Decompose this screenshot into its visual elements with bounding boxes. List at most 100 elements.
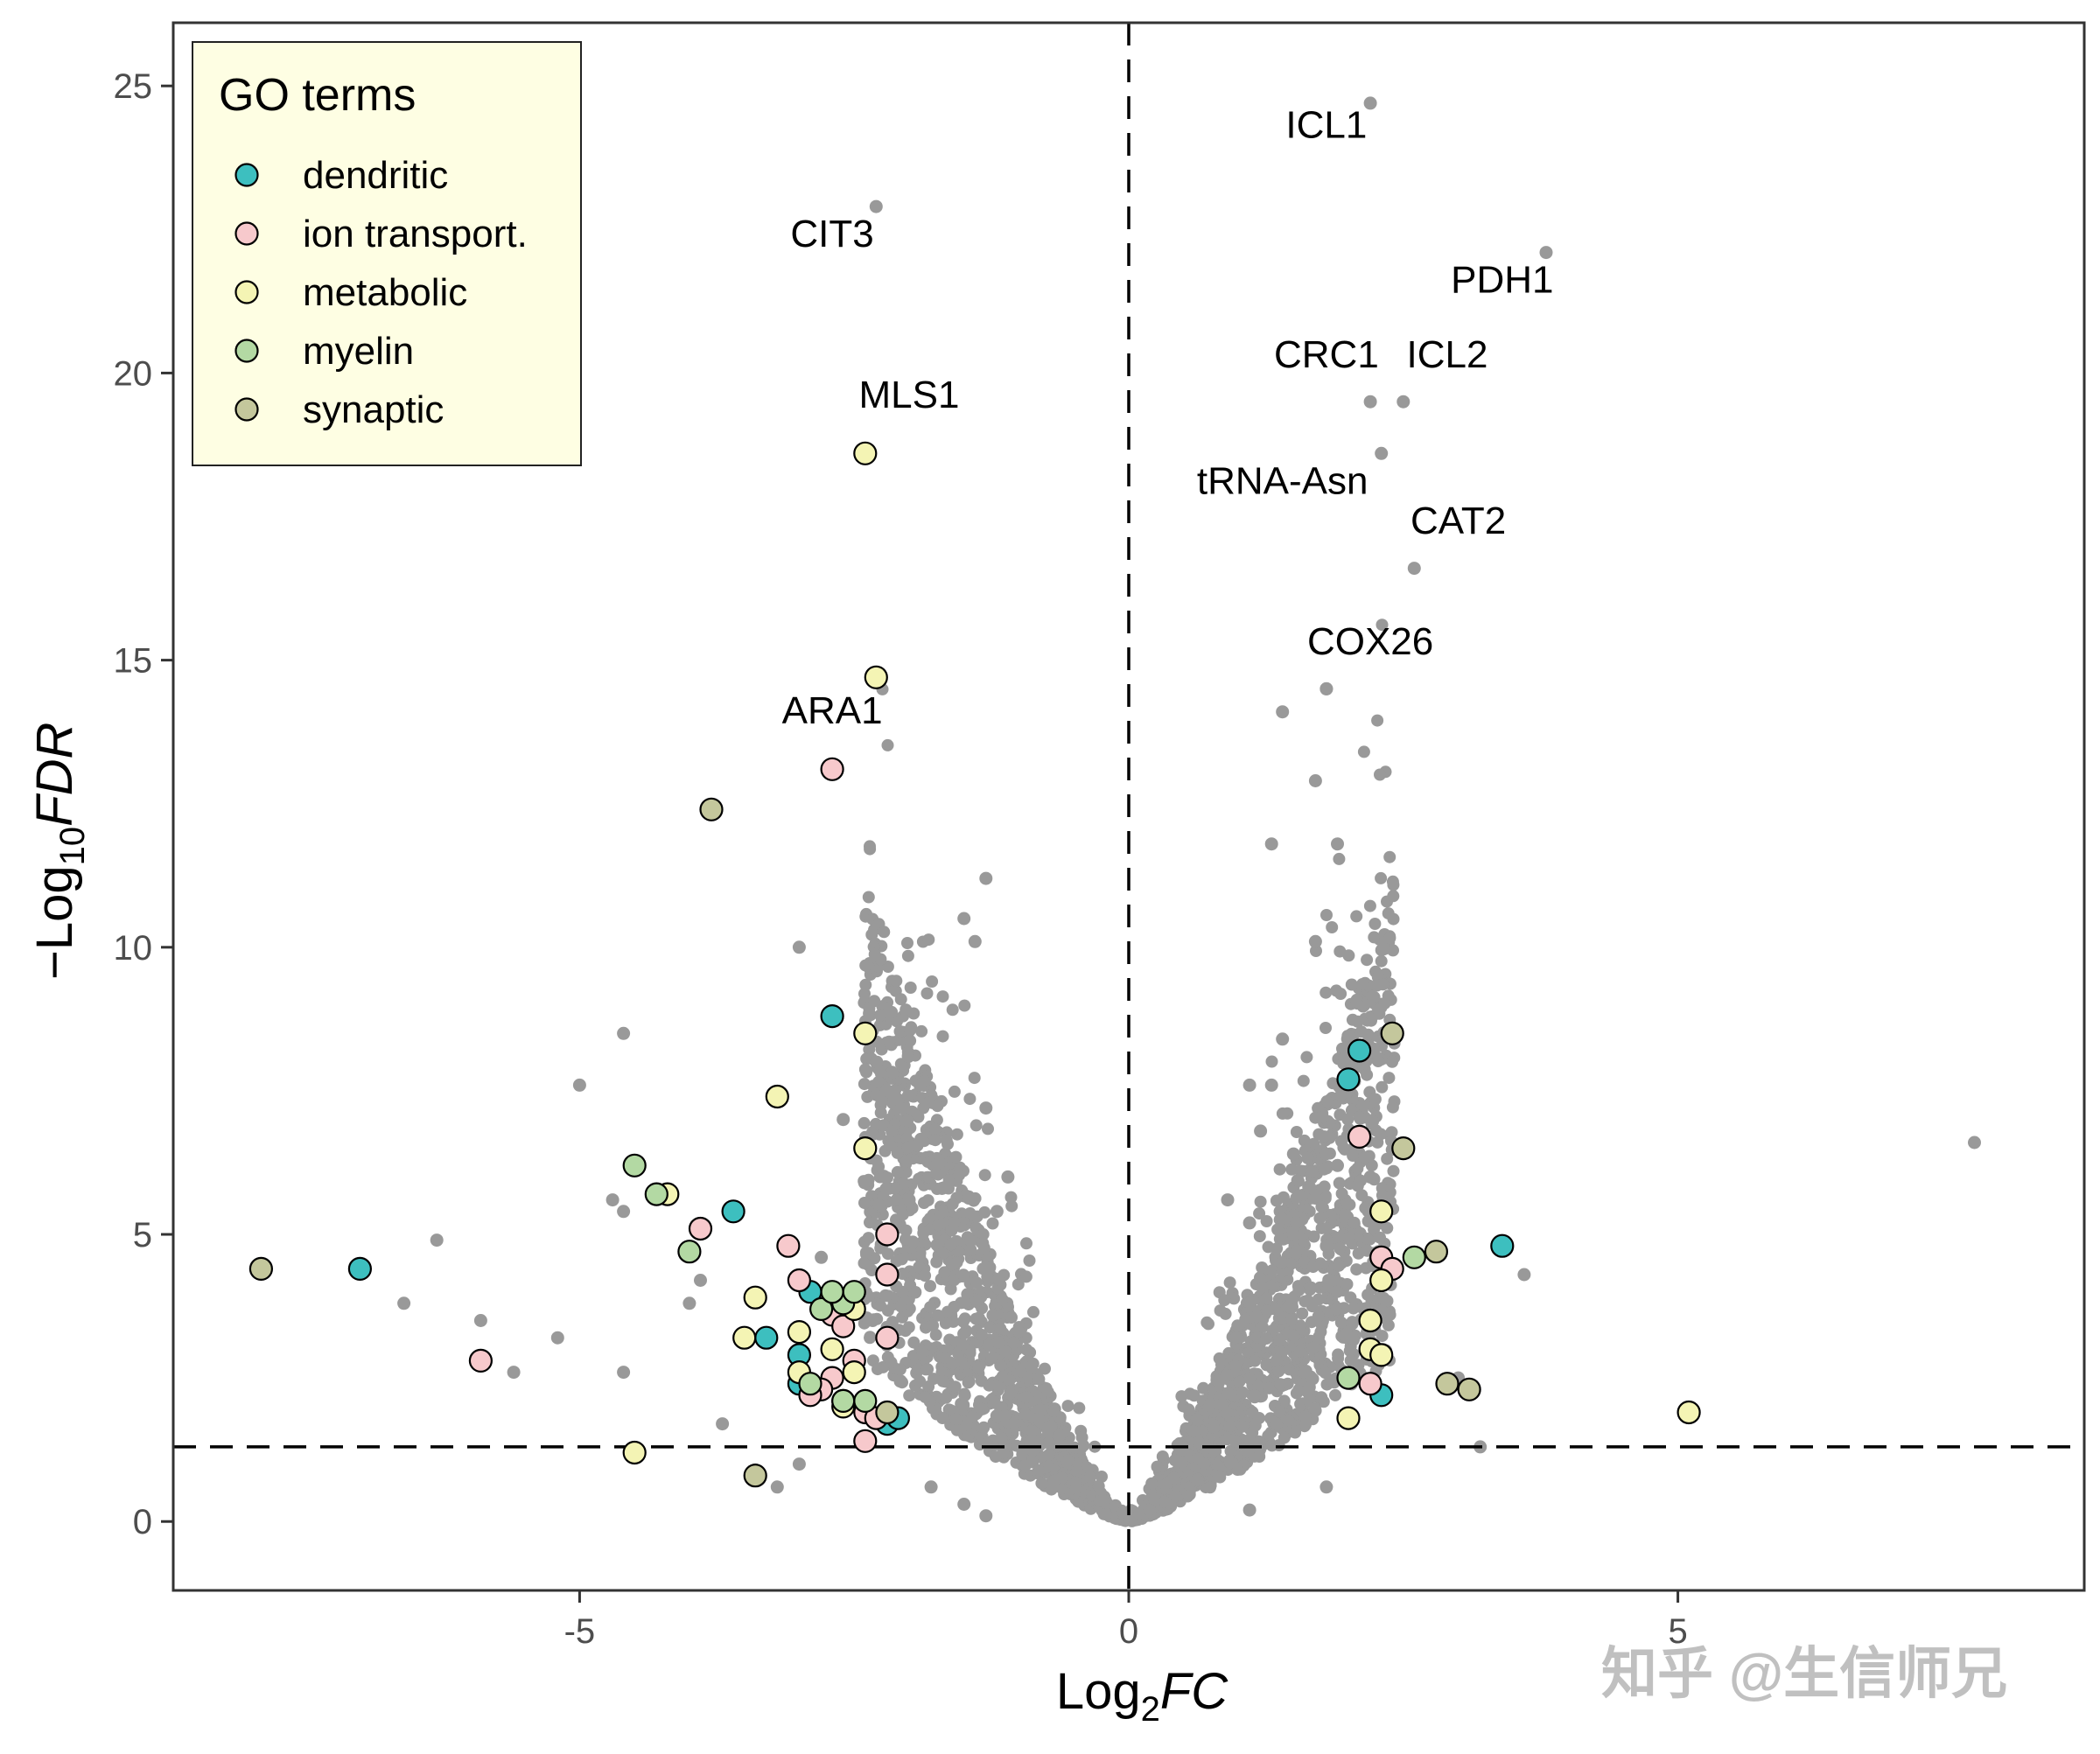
y-tick-label: 10: [114, 929, 153, 968]
background-point: [792, 1457, 806, 1471]
background-point: [1346, 1317, 1359, 1331]
background-point: [1320, 909, 1333, 921]
background-point: [1347, 1302, 1360, 1315]
background-point: [815, 1250, 829, 1264]
background-point: [1353, 1111, 1366, 1124]
background-point: [995, 1432, 1008, 1444]
background-point: [617, 1026, 631, 1040]
background-point: [1260, 1292, 1273, 1305]
background-point: [1310, 945, 1322, 957]
background-point: [1023, 1254, 1036, 1267]
background-point: [952, 1347, 965, 1360]
background-point: [916, 1345, 929, 1359]
background-point: [1382, 1072, 1396, 1085]
background-point: [958, 999, 971, 1012]
synaptic-point: [1457, 1377, 1481, 1401]
background-point: [903, 1389, 916, 1402]
background-point: [1026, 1424, 1039, 1437]
background-point: [868, 947, 881, 961]
background-point: [1313, 1212, 1326, 1225]
y-tick-label: 0: [133, 1503, 152, 1541]
metabolic-point: [1369, 1343, 1394, 1367]
background-point: [1367, 1115, 1380, 1128]
background-point: [1362, 1028, 1375, 1041]
gene-label: CIT3: [790, 213, 873, 255]
background-point: [891, 1146, 904, 1159]
background-point: [909, 1286, 922, 1299]
background-point: [1273, 1163, 1286, 1176]
background-point: [946, 1003, 959, 1017]
background-point: [972, 1361, 985, 1374]
ion-transport-point: [875, 1325, 900, 1350]
myelin-point: [798, 1372, 822, 1396]
background-point: [958, 1296, 971, 1309]
background-point: [872, 1075, 885, 1088]
background-point: [979, 1509, 993, 1523]
background-point: [896, 1208, 909, 1221]
background-point: [1320, 1095, 1334, 1108]
background-point: [1278, 1394, 1291, 1408]
metabolic-point: [1369, 1268, 1394, 1293]
background-point: [891, 1165, 904, 1178]
background-point: [473, 1314, 487, 1327]
background-point: [864, 1009, 877, 1022]
background-point: [1236, 1420, 1250, 1433]
background-point: [944, 1238, 957, 1251]
background-point: [1249, 1419, 1262, 1432]
background-point: [979, 1101, 993, 1115]
background-point: [1378, 997, 1391, 1010]
background-point: [1007, 1336, 1020, 1349]
background-point: [948, 1085, 961, 1098]
background-point: [682, 1296, 696, 1310]
background-point: [1253, 1230, 1266, 1243]
background-point: [864, 842, 877, 856]
background-point: [1320, 1222, 1333, 1235]
legend-key: [234, 221, 259, 246]
background-point: [901, 949, 914, 962]
background-point: [1282, 1414, 1295, 1427]
background-point: [1276, 1256, 1289, 1269]
background-point: [1297, 1164, 1310, 1177]
ion-transport-point: [1347, 1124, 1372, 1150]
background-point: [1350, 1263, 1363, 1276]
background-point: [1223, 1276, 1236, 1289]
background-point: [1256, 1282, 1270, 1295]
background-point: [1168, 1454, 1181, 1467]
background-point: [1369, 1124, 1382, 1137]
background-point: [946, 1198, 959, 1211]
background-point: [1003, 1373, 1016, 1387]
background-point: [1356, 978, 1369, 990]
background-point: [896, 1268, 909, 1280]
background-point: [1243, 1434, 1256, 1446]
metabolic-point: [743, 1285, 767, 1310]
background-point: [1374, 768, 1386, 781]
myelin-point: [1402, 1245, 1426, 1269]
labeled-gene-point: [1363, 96, 1377, 110]
legend-key: [234, 397, 259, 422]
background-point: [1042, 1449, 1055, 1462]
background-point: [1250, 1310, 1263, 1323]
background-point: [900, 1166, 913, 1178]
background-point: [1320, 986, 1333, 999]
background-point: [977, 1241, 990, 1254]
background-point: [900, 1155, 913, 1168]
background-point: [1381, 1295, 1394, 1308]
background-point: [976, 1227, 990, 1240]
background-point: [1190, 1413, 1203, 1426]
background-point: [1221, 1193, 1235, 1207]
metabolic-point: [1336, 1406, 1361, 1430]
background-point: [1032, 1464, 1046, 1477]
background-point: [890, 975, 903, 988]
background-point: [1096, 1471, 1108, 1483]
background-point: [1306, 1261, 1320, 1274]
background-point: [1326, 921, 1339, 933]
background-point: [1270, 1417, 1283, 1430]
background-point: [1382, 1318, 1395, 1331]
background-point: [836, 1113, 850, 1127]
background-point: [1167, 1471, 1180, 1485]
background-point: [1342, 1030, 1355, 1043]
background-point: [617, 1366, 631, 1380]
background-point: [1191, 1473, 1204, 1486]
background-point: [1386, 1055, 1399, 1068]
background-point: [1070, 1464, 1083, 1478]
